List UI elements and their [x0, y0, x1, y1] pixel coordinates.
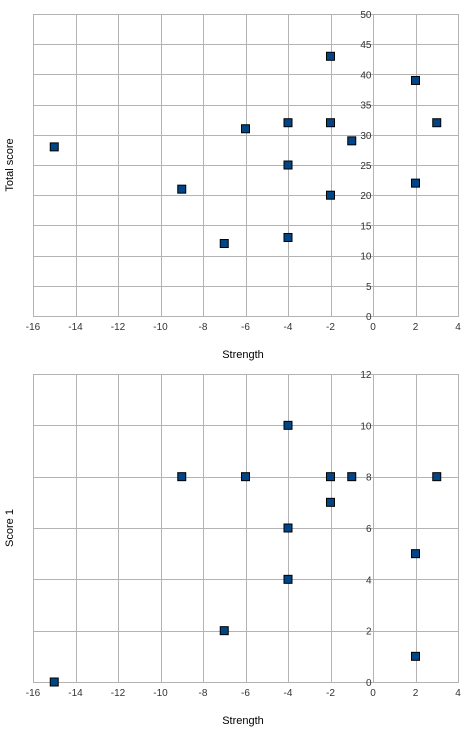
chart-1-plot-frame: [33, 374, 459, 683]
chart-0-plot-frame: [33, 14, 459, 317]
chart-1-x-tick-label: -4: [284, 688, 293, 699]
chart-0-y-tick-label: 20: [360, 191, 372, 202]
chart-1-x-tick-label: 4: [455, 688, 461, 699]
chart-1-data-point: [411, 549, 420, 559]
chart-0-data-point: [283, 232, 293, 242]
chart-0-y-tick-label: 10: [360, 252, 372, 263]
chart-0-x-tick-label: -6: [241, 322, 250, 333]
chart-1-y-tick-label: 10: [360, 421, 372, 432]
chart-0-y-axis-label: Total score: [4, 138, 16, 191]
chart-1-x-tick-label: -2: [326, 688, 335, 699]
chart-1-y-axis-label: Score 1: [4, 509, 16, 547]
chart-0-data-point: [241, 124, 250, 134]
chart-0-data-point: [326, 118, 335, 128]
chart-1-grid: [33, 374, 459, 683]
chart-0-y-tick-label: 35: [360, 101, 372, 112]
chart-1-data-point: [219, 626, 229, 636]
chart-0-data-point: [326, 51, 335, 61]
chart-1-data-point: [347, 472, 357, 482]
chart-0-grid: [33, 14, 459, 317]
chart-0-data-point: [283, 118, 293, 128]
chart-1-y-tick-label: 4: [366, 575, 372, 586]
chart-0-data-point: [177, 184, 187, 194]
chart-1-x-axis-label: Strength: [222, 715, 264, 727]
chart-0-x-tick-label: 2: [413, 322, 419, 333]
chart-0-data-point: [411, 75, 420, 85]
chart-0-y-tick-label: 45: [360, 40, 372, 51]
chart-0-y-tick-label: 5: [366, 282, 372, 293]
chart-1-x-tick-label: -14: [68, 688, 83, 699]
chart-0-x-tick-label: 0: [370, 322, 376, 333]
score-1-chart: Score 1 Strength 0 2 4 6 8 10 12 -16 -14 -12 -10 -8…: [4, 370, 461, 727]
chart-0-y-tick-label: 0: [366, 312, 372, 323]
chart-1-y-tick-label: 0: [366, 678, 372, 689]
chart-0-y-tick-label: 30: [360, 131, 372, 142]
chart-0-x-tick-label: -14: [68, 322, 83, 333]
chart-0-data-point: [432, 118, 442, 128]
chart-0-data-point: [411, 178, 420, 188]
chart-1-data-point: [432, 472, 442, 482]
chart-0-x-tick-label: -8: [199, 322, 208, 333]
chart-0-x-tick-label: -16: [26, 322, 41, 333]
chart-1-data-point: [326, 497, 335, 507]
chart-0-data-point: [326, 190, 335, 200]
chart-1-data-point: [177, 472, 187, 482]
chart-1-x-tick-label: -8: [199, 688, 208, 699]
chart-0-data-point: [283, 160, 293, 170]
chart-0-y-tick-label: 25: [360, 161, 372, 172]
chart-1-x-tick-label: -16: [26, 688, 41, 699]
chart-1-x-tick-label: -10: [153, 688, 168, 699]
chart-0-x-tick-label: 4: [455, 322, 461, 333]
chart-0-x-tick-label: -12: [111, 322, 126, 333]
chart-1-x-tick-label: 0: [370, 688, 376, 699]
chart-1-x-tick-label: -6: [241, 688, 250, 699]
chart-1-data-point: [411, 651, 420, 661]
chart-0-y-tick-label: 15: [360, 221, 372, 232]
chart-1-data-point: [283, 420, 293, 430]
chart-0-x-tick-label: -4: [284, 322, 293, 333]
chart-1-points: [49, 420, 442, 687]
chart-1-y-tick-label: 12: [360, 370, 372, 381]
chart-0-x-axis-label: Strength: [222, 349, 264, 361]
total-score-chart: Total score Strength 0510152025303540455…: [4, 10, 461, 361]
chart-0-points: [49, 51, 442, 249]
chart-0-data-point: [347, 136, 357, 146]
chart-1-data-point: [241, 472, 250, 482]
chart-1-data-point: [326, 472, 335, 482]
chart-1-x-tick-label: 2: [413, 688, 419, 699]
chart-0-y-tick-label: 40: [360, 70, 372, 81]
chart-0-x-tick-label: -10: [153, 322, 168, 333]
chart-1-y-tick-label: 6: [366, 524, 372, 535]
chart-0-x-tick-label: -2: [326, 322, 335, 333]
chart-0-y-tick-label: 50: [360, 10, 372, 21]
chart-1-data-point: [49, 677, 59, 687]
chart-0-data-point: [49, 142, 59, 152]
chart-1-data-point: [283, 574, 293, 584]
chart-1-data-point: [283, 523, 293, 533]
chart-1-y-tick-label: 2: [366, 627, 372, 638]
chart-1-x-tick-label: -12: [111, 688, 126, 699]
chart-0-data-point: [219, 239, 229, 249]
chart-1-y-tick-label: 8: [366, 473, 372, 484]
